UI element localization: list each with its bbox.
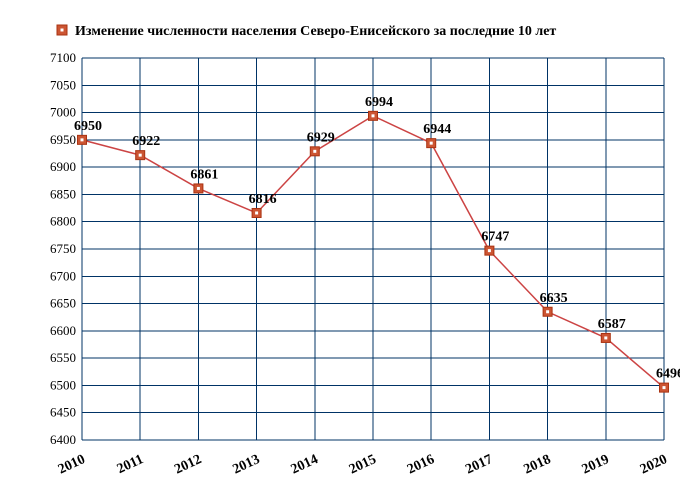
population-chart: 6400 6450 6500 6550 6600 6650 6700 6750 6800 6850… [0,0,680,500]
data-marker-hole [604,336,607,339]
data-label: 6929 [307,130,335,145]
data-label: 6816 [249,192,277,207]
y-tick-label: 6800 [50,214,76,229]
y-tick-label: 6550 [50,350,76,365]
data-marker-hole [313,150,316,153]
y-tick-label: 6700 [50,268,76,283]
y-tick-label: 6750 [50,241,76,256]
legend: Изменение численности населения Северо-Е… [57,24,556,39]
data-label: 6950 [74,119,102,134]
data-label: 6587 [598,317,626,332]
data-marker-hole [81,138,84,141]
y-tick-label: 6900 [50,159,76,174]
data-marker-hole [488,249,491,252]
data-marker-hole [197,187,200,190]
y-tick-label: 6400 [50,432,76,447]
data-label: 6747 [481,230,509,245]
y-tick-label: 6600 [50,323,76,338]
data-label: 6861 [190,167,218,182]
data-label: 6944 [423,122,451,137]
data-marker-hole [430,142,433,145]
y-tick-label: 6500 [50,377,76,392]
data-marker-hole [255,211,258,214]
y-tick-label: 6950 [50,132,76,147]
y-tick-label: 7050 [50,77,76,92]
data-marker-hole [372,114,375,117]
data-label: 6496 [656,367,680,382]
data-marker-hole [139,154,142,157]
data-label: 6922 [132,134,160,149]
legend-marker-hole [61,29,64,32]
y-tick-label: 6650 [50,296,76,311]
legend-label: Изменение численности населения Северо-Е… [75,24,556,39]
y-tick-label: 6850 [50,186,76,201]
y-tick-label: 7100 [50,50,76,65]
data-marker-hole [546,310,549,313]
data-label: 6635 [540,291,568,306]
y-tick-label: 7000 [50,105,76,120]
data-marker-hole [663,386,666,389]
y-tick-label: 6450 [50,405,76,420]
data-label: 6994 [365,95,393,110]
